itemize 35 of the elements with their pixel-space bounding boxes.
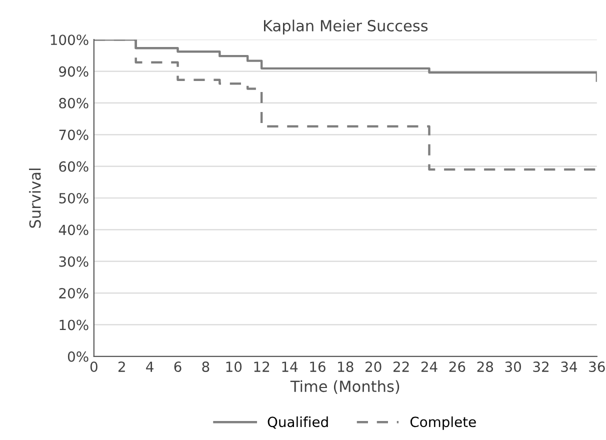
x-tick-label: 14 xyxy=(282,362,298,372)
x-tick-label: 30 xyxy=(505,362,521,372)
x-axis-title: Time (Months) xyxy=(290,380,400,394)
y-tick-label: 90% xyxy=(59,66,88,77)
x-tick-label: 32 xyxy=(533,362,548,372)
x-tick-label: 26 xyxy=(449,362,466,372)
x-tick-label: 6 xyxy=(174,362,182,372)
y-tick-label: 10% xyxy=(60,320,88,330)
y-tick-label: 100% xyxy=(50,34,88,46)
y-tick-label: 80% xyxy=(59,98,88,108)
y-tick-label: 70% xyxy=(59,130,88,140)
x-tick-label: 36 xyxy=(589,362,605,372)
x-tick-label: 24 xyxy=(421,362,438,372)
y-axis-title: Survival xyxy=(29,168,41,228)
x-tick-label: 34 xyxy=(561,362,578,372)
y-tick-label: 40% xyxy=(58,224,88,236)
x-tick-label: 22 xyxy=(393,362,409,372)
x-tick-label: 4 xyxy=(146,362,154,372)
x-tick-label: 12 xyxy=(254,362,270,372)
x-tick-label: 8 xyxy=(202,362,210,372)
x-tick-label: 28 xyxy=(477,362,494,372)
y-tick-label: 20% xyxy=(59,288,88,299)
legend-label: Complete xyxy=(410,416,476,430)
x-tick-label: 2 xyxy=(118,362,125,372)
x-tick-label: 18 xyxy=(338,362,354,372)
y-tick-label: 60% xyxy=(59,161,88,172)
y-tick-label: 50% xyxy=(59,192,88,204)
legend-label: Qualified xyxy=(268,416,328,429)
x-tick-label: 0 xyxy=(90,362,98,372)
x-tick-label: 10 xyxy=(226,362,242,372)
y-tick-label: 0% xyxy=(68,351,88,362)
chart-title: Kaplan Meier Success xyxy=(264,20,428,34)
x-tick-label: 20 xyxy=(366,362,382,372)
y-tick-label: 30% xyxy=(59,256,88,267)
x-tick-label: 16 xyxy=(310,362,326,372)
